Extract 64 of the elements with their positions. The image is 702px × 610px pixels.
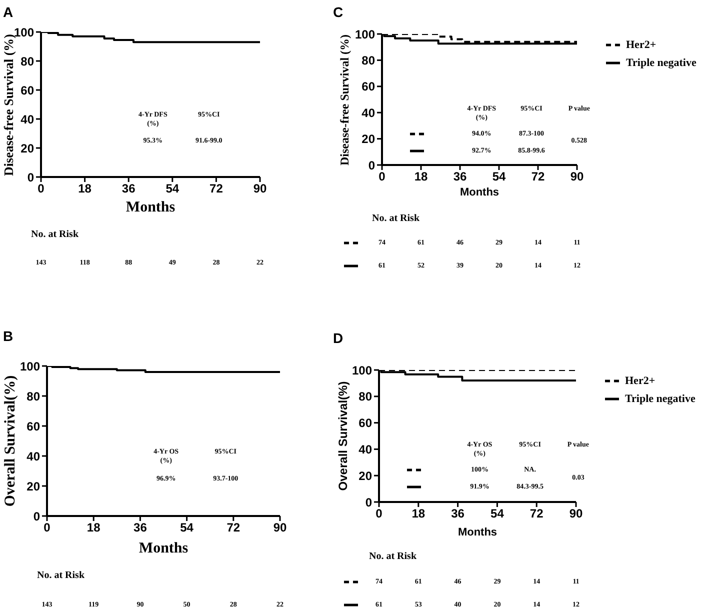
x-tick-label: 54 [166, 182, 180, 196]
y-axis-title: Disease-free Survival (%) [338, 34, 352, 166]
chart-title: D [333, 330, 344, 346]
legend-label: Triple negative [625, 393, 696, 405]
y-axis-title: Disease-free Survival (%) [1, 34, 16, 176]
y-axis-title: Overall Survival(%) [2, 375, 20, 507]
x-tick-label: 90 [569, 506, 583, 521]
legend-label: Her2+ [625, 375, 656, 387]
y-tick-label: 40 [20, 112, 34, 126]
x-tick-label: 18 [78, 182, 92, 196]
x-tick-label: 54 [492, 170, 506, 184]
x-tick-label: 72 [530, 506, 544, 521]
x-tick-label: 72 [531, 170, 545, 184]
x-tick-label: 90 [273, 520, 287, 535]
x-tick-label: 36 [451, 506, 465, 521]
x-axis-title: Months [458, 526, 498, 538]
y-tick-label: 100 [352, 363, 372, 378]
y-tick-label: 20 [26, 479, 40, 494]
x-tick-label: 18 [86, 520, 101, 535]
x-tick-label: 36 [122, 182, 136, 196]
y-tick-label: 60 [362, 80, 376, 94]
x-tick-label: 90 [570, 170, 584, 184]
legend-label: Her2+ [626, 39, 656, 51]
x-tick-label: 0 [378, 170, 386, 184]
y-tick-label: 20 [358, 468, 372, 483]
chart-title: B [3, 328, 14, 344]
x-tick-label: 36 [453, 170, 467, 184]
y-tick-label: 0 [365, 495, 372, 510]
y-tick-label: 60 [26, 419, 40, 434]
x-tick-label: 72 [210, 182, 224, 196]
y-tick-label: 40 [26, 449, 40, 464]
y-tick-label: 80 [20, 54, 34, 68]
y-tick-label: 100 [20, 359, 40, 374]
x-tick-label: 18 [412, 506, 426, 521]
y-tick-label: 20 [20, 141, 34, 156]
text: No. at Risk [31, 229, 79, 240]
chart-title: C [333, 4, 344, 20]
x-tick-label: 72 [226, 520, 240, 535]
legend-label: Triple negative [626, 57, 696, 69]
y-tick-label: 80 [358, 390, 372, 404]
y-tick-label: 60 [358, 416, 372, 430]
x-axis-title: Months [460, 186, 500, 198]
text: No. at Risk [37, 570, 85, 581]
y-tick-label: 40 [358, 442, 372, 456]
y-tick-label: 20 [362, 132, 376, 146]
x-tick-label: 90 [253, 182, 267, 196]
x-tick-label: 54 [490, 506, 504, 521]
x-tick-label: 0 [44, 520, 51, 535]
y-tick-label: 100 [354, 27, 376, 42]
y-axis-title: Overall Survival(%) [336, 381, 350, 491]
text: No. at Risk [369, 551, 417, 562]
x-tick-label: 18 [414, 170, 428, 184]
chart-title: A [3, 4, 14, 20]
x-tick-label: 36 [134, 520, 148, 535]
x-axis-title: Months [126, 200, 176, 216]
y-tick-label: 40 [362, 106, 376, 120]
y-tick-label: 80 [362, 53, 376, 68]
y-tick-label: 0 [368, 158, 376, 172]
y-tick-label: 80 [26, 389, 40, 404]
x-axis-title: Months [138, 540, 188, 556]
y-tick-label: 60 [20, 83, 34, 98]
x-tick-label: 54 [180, 520, 194, 535]
y-tick-label: 100 [14, 25, 34, 40]
text: No. at Risk [372, 213, 420, 224]
